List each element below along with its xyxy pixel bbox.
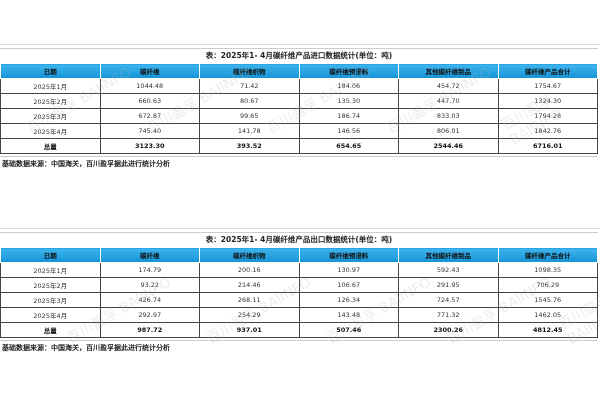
- table-cell: 135.30: [298, 93, 399, 109]
- data-table: 日期 碳纤维 碳纤维织物 碳纤维预浸料 其他碳纤维制品 碳纤维产品合计 2025年1月 174…: [0, 247, 598, 338]
- table-cell: 2025年1月: [0, 262, 101, 278]
- table-cell: 454.72: [398, 78, 499, 94]
- table-cell: 214.46: [199, 277, 300, 293]
- table-title: 表：2025年1- 4月碳纤维产品出口数据统计(单位：吨): [0, 232, 598, 247]
- table-cell: 146.56: [298, 123, 399, 139]
- total-cell: 507.46: [298, 322, 399, 338]
- data-table: 日期 碳纤维 碳纤维织物 碳纤维预浸料 其他碳纤维制品 碳纤维产品合计 2025年1月 104…: [0, 63, 598, 154]
- table-cell: 745.40: [99, 123, 200, 139]
- table-cell: 771.32: [398, 307, 499, 323]
- total-cell: 总量: [0, 138, 101, 154]
- table-cell: 71.42: [199, 78, 300, 94]
- table-cell: 106.67: [298, 277, 399, 293]
- table-cell: 186.74: [298, 108, 399, 124]
- header-row: 日期 碳纤维 碳纤维织物 碳纤维预浸料 其他碳纤维制品 碳纤维产品合计: [0, 63, 598, 79]
- table-cell: 93.22: [99, 277, 200, 293]
- table-cell: 706.29: [497, 277, 598, 293]
- table-cell: 80.67: [199, 93, 300, 109]
- column-header: 碳纤维织物: [199, 63, 300, 79]
- table-cell: 143.48: [298, 307, 399, 323]
- total-cell: 3123.30: [99, 138, 200, 154]
- column-header: 日期: [0, 247, 101, 263]
- table-cell: 292.97: [99, 307, 200, 323]
- table-cell: 254.29: [199, 307, 300, 323]
- export-table-block: 表：2025年1- 4月碳纤维产品出口数据统计(单位：吨) 日期 碳纤维 碳纤维织物碳…: [0, 232, 598, 355]
- table-row: 2025年1月 174.79 200.16 130.97 592.43 1098.35: [0, 262, 598, 278]
- table-cell: 2025年2月: [0, 93, 101, 109]
- table-cell: 1324.30: [497, 93, 598, 109]
- table-cell: 130.97: [298, 262, 399, 278]
- header-row: 日期 碳纤维 碳纤维织物 碳纤维预浸料 其他碳纤维制品 碳纤维产品合计: [0, 247, 598, 263]
- column-header: 碳纤维: [99, 63, 200, 79]
- table-cell: 2025年1月: [0, 78, 101, 94]
- total-cell: 2300.26: [398, 322, 499, 338]
- total-cell: 393.52: [199, 138, 300, 154]
- column-header: 碳纤维预浸料: [298, 63, 399, 79]
- total-cell: 2544.46: [398, 138, 499, 154]
- table-cell: 660.63: [99, 93, 200, 109]
- table-cell: 1098.35: [497, 262, 598, 278]
- table-cell: 291.95: [398, 277, 499, 293]
- table-cell: 1794.28: [497, 108, 598, 124]
- table-cell: 200.16: [199, 262, 300, 278]
- column-header: 碳纤维产品合计: [497, 247, 598, 263]
- divider: [0, 44, 600, 45]
- table-cell: 2025年4月: [0, 307, 101, 323]
- table-cell: 1462.05: [497, 307, 598, 323]
- table-cell: 426.74: [99, 292, 200, 308]
- table-row: 2025年3月 426.74 268.11 126.34 724.57 1545.76: [0, 292, 598, 308]
- table-title: 表：2025年1- 4月碳纤维产品进口数据统计(单位：吨): [0, 48, 598, 63]
- divider: [0, 228, 600, 229]
- table-cell: 174.79: [99, 262, 200, 278]
- table-cell: 1842.76: [497, 123, 598, 139]
- total-row: 总量 3123.30 393.52 654.65 2544.46 6716.01: [0, 138, 598, 154]
- table-cell: 99.65: [199, 108, 300, 124]
- column-header: 碳纤维预浸料: [298, 247, 399, 263]
- table-cell: 724.57: [398, 292, 499, 308]
- table-cell: 2025年4月: [0, 123, 101, 139]
- table-cell: 126.34: [298, 292, 399, 308]
- total-cell: 4812.45: [497, 322, 598, 338]
- table-cell: 141.78: [199, 123, 300, 139]
- table-row: 2025年2月 660.63 80.67 135.30 447.70 1324.30: [0, 93, 598, 109]
- table-cell: 268.11: [199, 292, 300, 308]
- total-cell: 总量: [0, 322, 101, 338]
- total-cell: 987.72: [99, 322, 200, 338]
- table-cell: 2025年3月: [0, 108, 101, 124]
- source-note: 基础数据来源：中国海关，百川盈孚据此进行统计分析: [0, 340, 598, 355]
- table-cell: 184.06: [298, 78, 399, 94]
- table-row: 2025年4月 745.40 141.78 146.56 806.01 1842.76: [0, 123, 598, 139]
- table-row: 2025年3月 672.87 99.65 186.74 833.03 1794.28: [0, 108, 598, 124]
- import-table-block: 表：2025年1- 4月碳纤维产品进口数据统计(单位：吨) 日期 碳纤维 碳纤维织物碳…: [0, 48, 598, 171]
- table-cell: 1545.76: [497, 292, 598, 308]
- table-cell: 1044.48: [99, 78, 200, 94]
- column-header: 碳纤维产品合计: [497, 63, 598, 79]
- total-cell: 6716.01: [497, 138, 598, 154]
- table-cell: 1754.67: [497, 78, 598, 94]
- source-note: 基础数据来源：中国海关，百川盈孚据此进行统计分析: [0, 156, 598, 171]
- total-row: 总量 987.72 937.01 507.46 2300.26 4812.45: [0, 322, 598, 338]
- table-cell: 833.03: [398, 108, 499, 124]
- table-cell: 2025年3月: [0, 292, 101, 308]
- column-header: 碳纤维: [99, 247, 200, 263]
- table-cell: 592.43: [398, 262, 499, 278]
- table-row: 2025年4月 292.97 254.29 143.48 771.32 1462.05: [0, 307, 598, 323]
- table-row: 2025年1月 1044.48 71.42 184.06 454.72 1754.67: [0, 78, 598, 94]
- table-cell: 2025年2月: [0, 277, 101, 293]
- total-cell: 937.01: [199, 322, 300, 338]
- column-header: 其他碳纤维制品: [398, 247, 499, 263]
- table-row: 2025年2月 93.22 214.46 106.67 291.95 706.29: [0, 277, 598, 293]
- column-header: 其他碳纤维制品: [398, 63, 499, 79]
- total-cell: 654.65: [298, 138, 399, 154]
- table-cell: 806.01: [398, 123, 499, 139]
- table-cell: 672.87: [99, 108, 200, 124]
- table-cell: 447.70: [398, 93, 499, 109]
- column-header: 碳纤维织物: [199, 247, 300, 263]
- column-header: 日期: [0, 63, 101, 79]
